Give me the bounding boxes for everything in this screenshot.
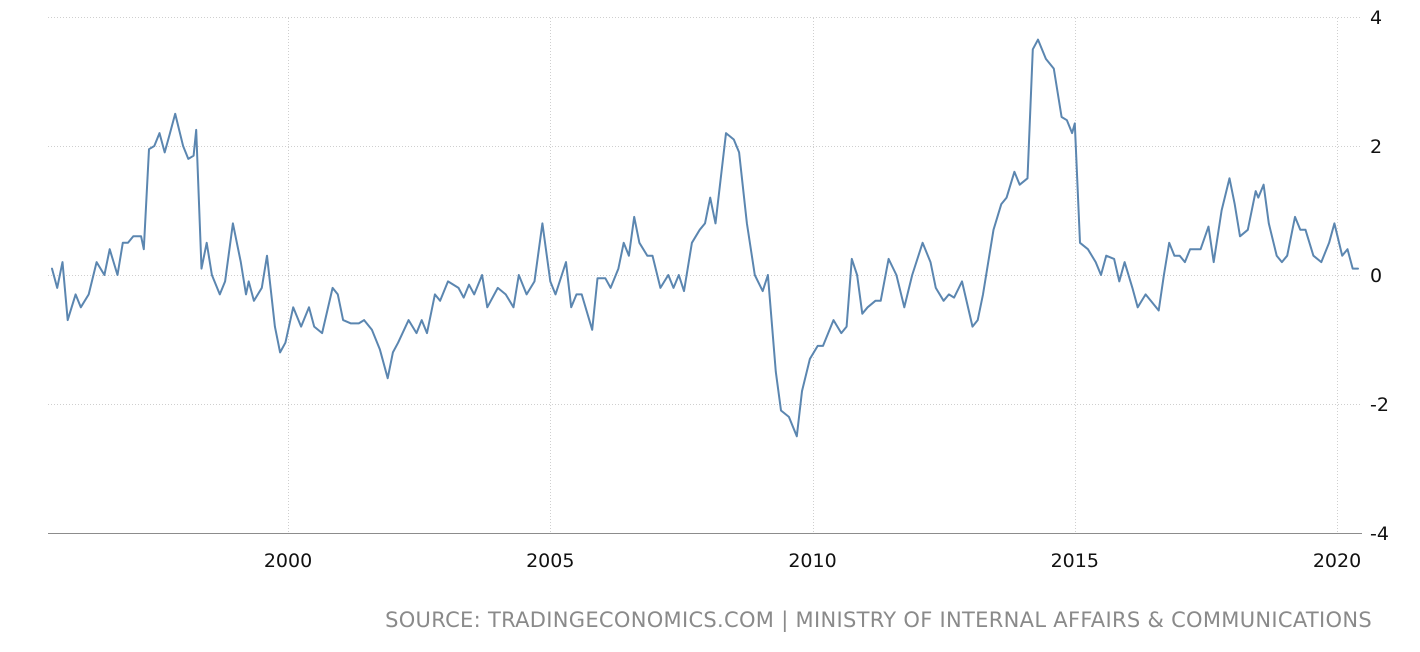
y-tick-label: 4 [1370,7,1382,29]
y-axis: 4 2 0 -2 -4 [1370,7,1389,545]
x-tick-label: 2020 [1313,550,1361,572]
y-tick-label: -4 [1370,523,1389,545]
grid [48,17,1362,533]
x-tick-label: 2005 [526,550,574,572]
source-note: SOURCE: TRADINGECONOMICS.COM | MINISTRY … [385,608,1372,632]
x-axis: 2000 2005 2010 2015 2020 [264,550,1361,572]
chart: 4 2 0 -2 -4 2000 2005 2010 2015 2020 [0,0,1420,600]
x-tick-label: 2000 [264,550,312,572]
x-tick-label: 2010 [788,550,836,572]
series-line [51,38,1359,438]
y-tick-label: 2 [1370,136,1382,158]
x-tick-label: 2015 [1051,550,1099,572]
chart-background [0,0,1420,600]
y-tick-label: -2 [1370,394,1389,416]
plot-area [51,38,1359,438]
y-tick-label: 0 [1370,265,1382,287]
